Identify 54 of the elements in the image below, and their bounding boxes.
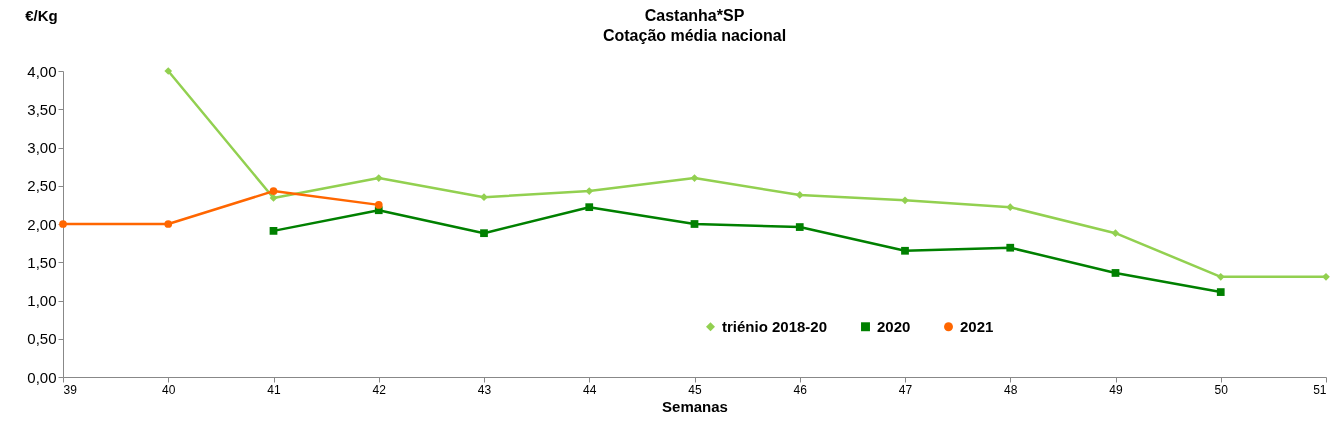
y-tick-label: 3,00 [27, 139, 57, 156]
x-axis-title: Semanas [662, 397, 728, 415]
point [1111, 269, 1120, 277]
chart-title: Castanha*SP [644, 7, 745, 24]
point [1006, 243, 1015, 252]
y-tick-label: 2,00 [27, 215, 57, 233]
point [480, 229, 488, 238]
point [374, 174, 383, 182]
x-tick-label: 49 [1109, 382, 1123, 397]
point [795, 191, 804, 199]
x-tick-label: 43 [477, 382, 492, 397]
legend-label: triénio 2018-20 [722, 317, 828, 335]
x-tick-label: 39 [63, 382, 78, 397]
y-tick-label: 0,50 [27, 330, 57, 348]
x-tick-label: 51 [1313, 382, 1327, 397]
x-tick-label: 46 [793, 382, 808, 397]
point [690, 174, 699, 182]
x-tick-label: 44 [583, 382, 597, 397]
point [585, 187, 594, 195]
point [269, 194, 278, 202]
point [1216, 272, 1225, 281]
chart-subtitle: Cotação média nacional [602, 27, 787, 44]
x-tick-label: 50 [1214, 382, 1229, 397]
legend-label: 2021 [960, 317, 994, 335]
point [164, 220, 173, 228]
legend-label: 2020 [877, 317, 911, 335]
x-tick-label: 41 [267, 382, 281, 397]
x-tick-label: 47 [898, 382, 913, 397]
point [480, 193, 488, 202]
point [1216, 288, 1225, 296]
x-tick-label: 45 [688, 382, 702, 397]
point [1111, 229, 1120, 238]
point [1006, 203, 1015, 212]
point [690, 220, 699, 228]
point [269, 187, 278, 195]
point [901, 246, 909, 255]
point [164, 67, 173, 75]
x-tick-label: 40 [162, 382, 176, 397]
y-axis-title: €/Kg [25, 6, 58, 24]
point [901, 196, 909, 205]
point [1322, 272, 1330, 281]
point [59, 220, 67, 228]
y-tick-label: 2,50 [27, 177, 57, 195]
y-tick-label: 3,50 [27, 100, 57, 118]
x-tick-label: 42 [372, 382, 387, 397]
point [374, 201, 383, 209]
y-tick-label: 0,00 [27, 368, 57, 386]
y-tick-label: 1,50 [27, 253, 57, 271]
point [585, 203, 594, 212]
y-tick-label: 4,00 [27, 62, 57, 80]
y-tick-label: 1,00 [27, 292, 57, 309]
x-tick-label: 48 [1004, 382, 1018, 397]
point [795, 223, 804, 231]
point [269, 227, 278, 235]
